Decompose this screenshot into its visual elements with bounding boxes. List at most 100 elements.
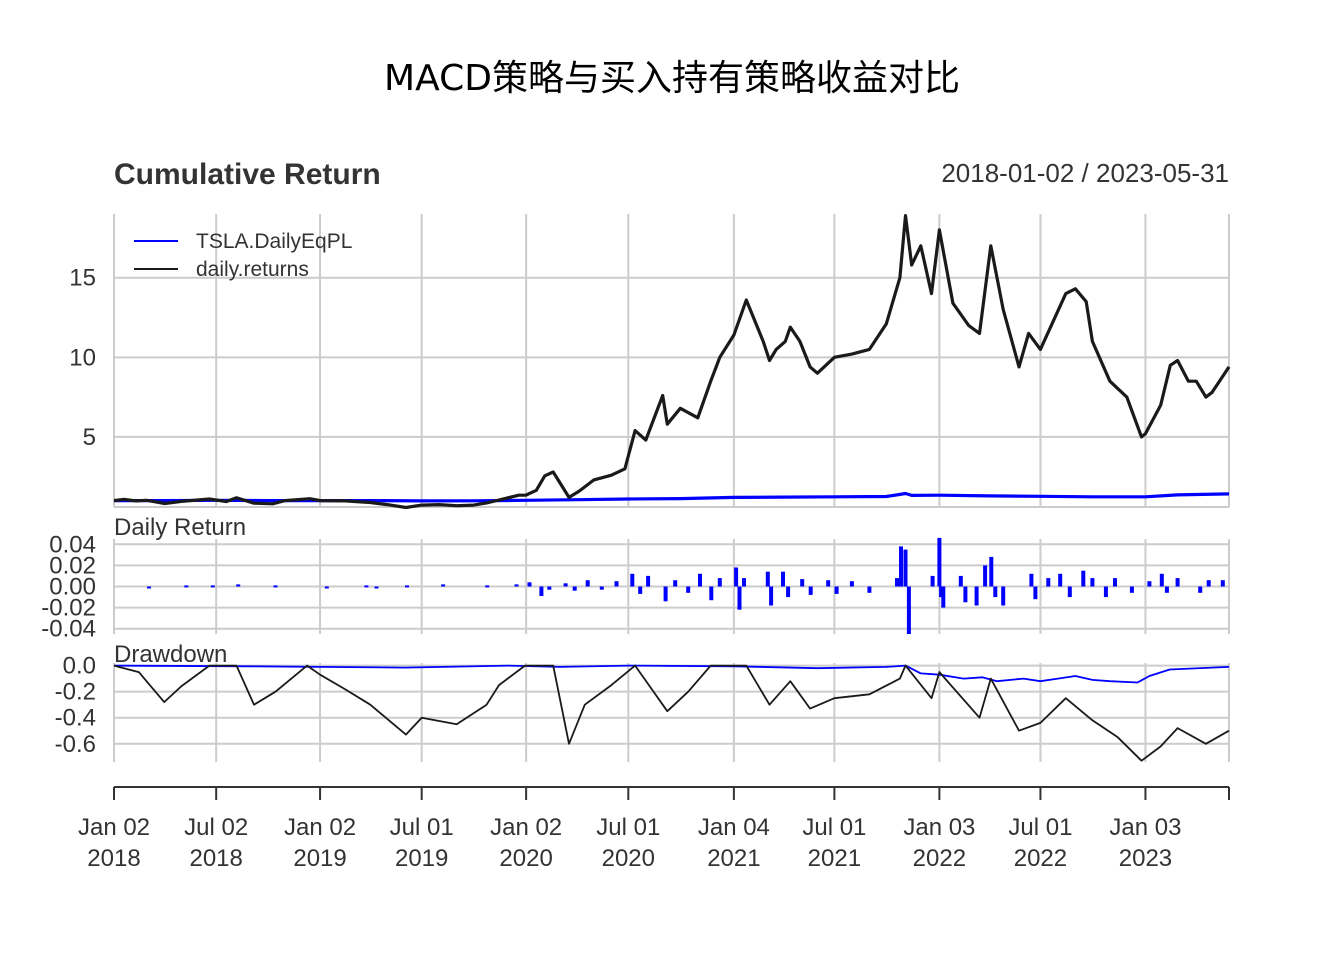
daily-return-bar (441, 584, 446, 587)
daily-return-bar (937, 537, 942, 587)
daily-return-bar (1159, 573, 1164, 587)
daily-return-bar (210, 585, 215, 588)
legend: TSLA.DailyEqPL daily.returns (134, 230, 352, 281)
daily-y-tick-label: -0.02 (41, 595, 96, 622)
x-tick-label: Jan 02 (78, 814, 150, 841)
drawdown-panel-title: Drawdown (114, 641, 227, 668)
daily-return-bar (717, 578, 722, 587)
daily-return-bar (989, 556, 994, 587)
drawdown-y-tick-label: 0.0 (63, 653, 96, 680)
cumulative-series-benchmark-line (113, 214, 1231, 510)
axis-layer: 5 10 15 0.040.020.00-0.02-0.04 0.0-0.2-0.4-0… (41, 265, 1230, 872)
daily-return-bar (742, 578, 746, 587)
daily-return-bar (364, 585, 369, 588)
daily-return-bar (826, 580, 831, 587)
drawdown-series-strategy-line (113, 664, 1230, 684)
drawdown-y-tick-label: -0.2 (55, 679, 96, 706)
daily-return-bar (563, 583, 568, 587)
daily-return-bar (646, 575, 651, 587)
daily-return-bar (374, 586, 379, 589)
drawdown-y-tick-label: -0.4 (55, 705, 96, 732)
chart-title: MACD策略与买入持有策略收益对比 (384, 58, 960, 99)
daily-y-tick-label: -0.04 (41, 616, 96, 643)
daily-return-bar (1220, 580, 1225, 587)
daily-return-bar (547, 586, 552, 590)
daily-return-bar (963, 586, 968, 603)
daily-return-bar (974, 586, 979, 606)
daily-y-tick-label: 0.00 (49, 574, 96, 601)
daily-y-tick-label: 0.04 (49, 531, 96, 558)
drawdown-series-benchmark-line (113, 664, 1230, 762)
daily-return-bar (405, 585, 409, 588)
data-layer (113, 214, 1231, 762)
cumulative-series-strategy-line (114, 491, 1230, 503)
daily-return-bar (539, 586, 544, 596)
daily-y-tick-label: 0.02 (49, 552, 96, 579)
daily-return-bar (834, 586, 839, 594)
daily-return-bar (585, 580, 590, 587)
daily-return-bar (867, 586, 872, 593)
daily-return-bar (273, 585, 278, 588)
daily-return-bar (663, 586, 668, 602)
x-tick-label: Jan 03 (903, 814, 975, 841)
daily-return-bar (1129, 586, 1134, 593)
daily-return-bar (993, 586, 998, 598)
daily-return-bar (324, 586, 329, 589)
x-tick-year-label: 2018 (87, 845, 140, 872)
daily-return-bar (958, 575, 963, 587)
x-tick-year-label: 2020 (602, 845, 655, 872)
daily-return-bar (1090, 578, 1095, 587)
daily-return-bar (1198, 586, 1203, 593)
daily-return-bar (734, 567, 739, 587)
daily-return-bar (638, 586, 643, 594)
x-tick-label: Jul 01 (390, 814, 454, 841)
cumulative-y-tick-label: 5 (83, 424, 96, 451)
date-range: 2018-01-02 / 2023-05-31 (941, 158, 1229, 188)
daily-return-bar (800, 579, 805, 587)
daily-return-bar (1113, 578, 1117, 587)
daily-return-bar (514, 584, 519, 587)
daily-return-bar (930, 575, 935, 587)
daily-return-bar (737, 586, 742, 610)
daily-return-bar (1046, 578, 1051, 587)
daily-return-bar (786, 586, 791, 598)
daily-return-bar (1147, 581, 1152, 587)
x-tick-year-label: 2022 (913, 845, 966, 872)
daily-return-bar (1067, 586, 1072, 598)
x-tick-year-label: 2023 (1119, 845, 1172, 872)
x-tick-year-label: 2021 (707, 845, 760, 872)
daily-return-bar (572, 586, 577, 591)
cumulative-y-tick-label: 10 (69, 344, 96, 371)
x-tick-year-label: 2019 (395, 845, 448, 872)
daily-return-bar (781, 571, 785, 587)
x-tick-year-label: 2018 (189, 845, 242, 872)
x-tick-label: Jul 01 (802, 814, 866, 841)
daily-return-bar (236, 584, 241, 587)
drawdown-y-tick-label: -0.6 (55, 731, 96, 758)
daily-return-bar (906, 586, 911, 634)
daily-return-bar (147, 586, 151, 589)
daily-return-bar (527, 582, 532, 587)
cumulative-panel-title: Cumulative Return (114, 158, 381, 191)
x-tick-year-label: 2022 (1014, 845, 1067, 872)
daily-return-bar (899, 546, 903, 587)
x-tick-label: Jul 02 (184, 814, 248, 841)
cumulative-y-tick-label: 15 (69, 265, 96, 292)
x-tick-label: Jan 03 (1109, 814, 1181, 841)
x-tick-label: Jan 02 (284, 814, 356, 841)
x-tick-year-label: 2019 (293, 845, 346, 872)
legend-label-strategy: TSLA.DailyEqPL (196, 230, 352, 253)
daily-return-bar (485, 585, 490, 588)
daily-return-bar (686, 586, 691, 593)
x-tick-label: Jan 02 (490, 814, 562, 841)
daily-return-bar (1164, 586, 1169, 593)
daily-return-bar (1175, 578, 1180, 587)
daily-return-bar (849, 581, 854, 587)
legend-label-benchmark: daily.returns (196, 258, 309, 281)
daily-return-bar (1033, 586, 1038, 600)
daily-return-bar (1058, 573, 1063, 587)
daily-return-bar (709, 586, 714, 601)
daily-return-bar (983, 565, 988, 587)
daily-return-bar (939, 586, 944, 598)
